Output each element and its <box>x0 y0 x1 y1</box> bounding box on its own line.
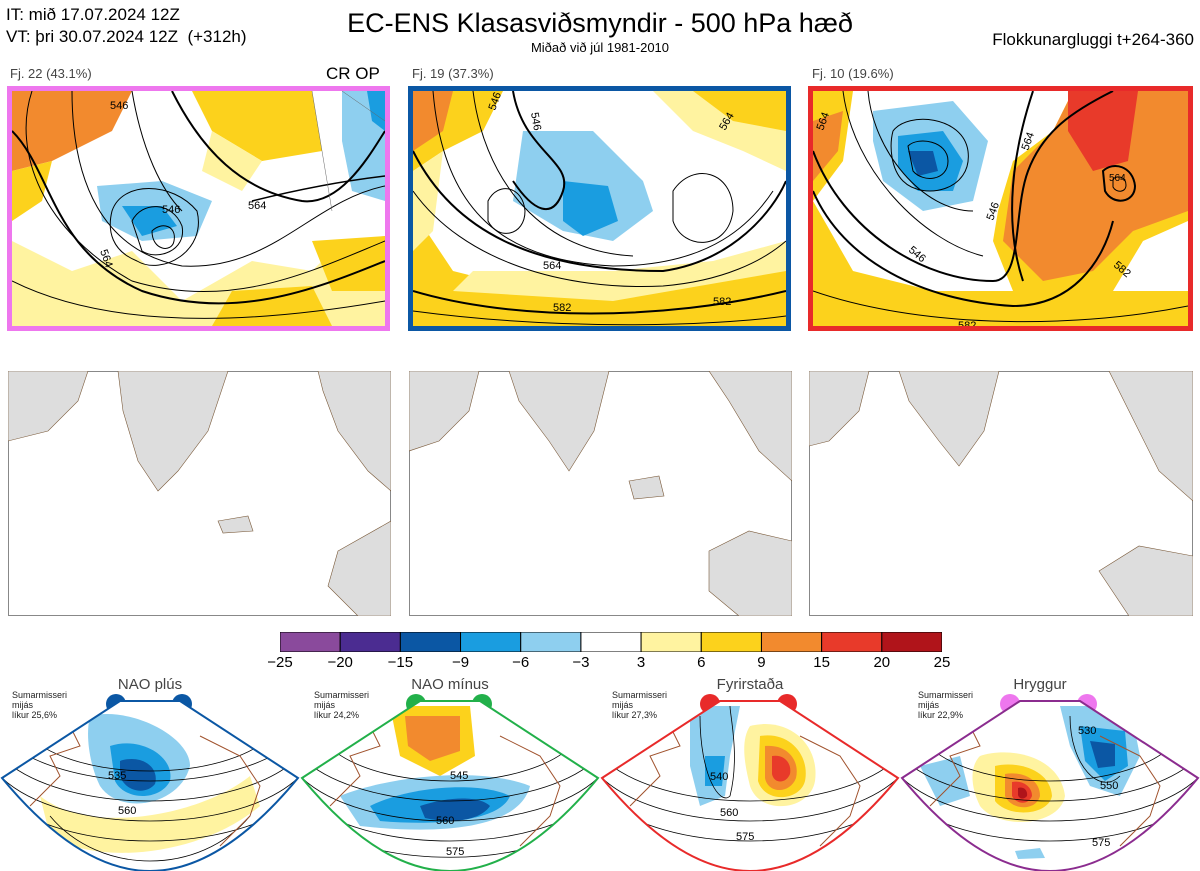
regime-info: Sumarmisseri mijás líkur 27,3% <box>612 690 668 720</box>
contour-label: 582 <box>553 302 571 314</box>
colorbar-swatch <box>520 631 582 653</box>
page-subtitle: Miðað við júl 1981-2010 <box>530 40 670 55</box>
contour-label: 575 <box>1092 837 1110 849</box>
regime-info: Sumarmisseri mijás líkur 24,2% <box>314 690 370 720</box>
empty-map-1 <box>8 371 391 616</box>
cluster-2-label: Fj. 19 (37.3%) <box>412 66 494 81</box>
colorbar-swatch <box>700 631 762 653</box>
contour-label: 560 <box>118 805 136 817</box>
colorbar-tick-label: 20 <box>873 654 891 671</box>
colorbar-swatch <box>279 631 341 653</box>
regime-row: NAO plús Sumarmisseri mijás líkur 25,6% 53… <box>0 676 1200 871</box>
contour-label: 575 <box>446 846 464 858</box>
contour-label: 546 <box>487 91 505 112</box>
colorbar <box>279 631 943 653</box>
contour-label: 564 <box>1020 131 1038 152</box>
colorbar-tick-labels: −25 −20 −15 −9 −6 −3 3 6 9 15 20 25 <box>260 654 962 674</box>
contour-label: 546 <box>162 204 180 216</box>
contour-label: 546 <box>110 100 128 112</box>
contour-label: 564 <box>543 260 561 272</box>
regime-title: NAO mínus <box>411 676 489 693</box>
contour-label: 575 <box>736 831 754 843</box>
cluster-2-map: 546 546 564 564 582 582 <box>408 86 791 331</box>
contour-label: 550 <box>1100 780 1118 792</box>
colorbar-tick-label: −20 <box>327 654 353 671</box>
contour-label: 545 <box>450 770 468 782</box>
regime-nao-plus: NAO plús Sumarmisseri mijás líkur 25,6% 53… <box>0 676 300 871</box>
cluster-3-label: Fj. 10 (19.6%) <box>812 66 894 81</box>
colorbar-swatch <box>580 631 642 653</box>
regime-title: Hryggur <box>1013 676 1067 693</box>
regime-info: Sumarmisseri mijás líkur 22,9% <box>918 690 974 720</box>
regime-info: Sumarmisseri mijás líkur 25,6% <box>12 690 68 720</box>
contour-label: 564 <box>1109 173 1126 184</box>
colorbar-swatch <box>339 631 401 653</box>
contour-label: 564 <box>97 248 115 269</box>
contour-label: 560 <box>720 807 738 819</box>
contour-label: 564 <box>815 111 833 132</box>
colorbar-swatch <box>760 631 823 653</box>
contour-label: 546 <box>528 111 543 131</box>
empty-map-2 <box>409 371 792 616</box>
colorbar-tick-label: 25 <box>933 654 951 671</box>
contour-label: 582 <box>958 320 976 326</box>
contour-label: 535 <box>108 770 126 782</box>
cluster-1-tag: CR OP <box>326 64 380 83</box>
regime-title: NAO plús <box>117 676 183 693</box>
colorbar-tick-label: −15 <box>387 654 414 671</box>
colorbar-tick-label: 6 <box>697 654 706 671</box>
regime-ridge: Hryggur Sumarmisseri mijás líkur 22,9% <box>900 676 1200 871</box>
colorbar-swatch <box>460 631 522 653</box>
contour-label: 582 <box>713 296 731 308</box>
contour-label: 560 <box>436 815 454 827</box>
regime-title: Fyrirstaða <box>716 676 784 693</box>
cluster-3-map: 564 546 564 546 564 582 582 <box>808 86 1193 331</box>
colorbar-tick-label: −25 <box>267 654 293 671</box>
cluster-1-label: Fj. 22 (43.1%) <box>10 66 92 81</box>
colorbar-tick-label: −3 <box>572 654 590 671</box>
cluster-1-map: 546 546 564 564 582 <box>7 86 390 331</box>
colorbar-swatch <box>640 631 702 653</box>
empty-map-3 <box>809 371 1193 616</box>
colorbar-tick-label: −9 <box>451 654 470 671</box>
contour-label: 540 <box>710 771 728 783</box>
colorbar-swatch <box>881 631 943 653</box>
colorbar-tick-label: −6 <box>512 654 530 671</box>
regime-blocking: Fyrirstaða Sumarmisseri mijás líkur 27,3% <box>600 676 900 871</box>
colorbar-swatch <box>821 631 883 653</box>
colorbar-swatch <box>399 631 462 653</box>
contour-label: 564 <box>248 200 266 212</box>
valid-time: VT: þri 30.07.2024 12Z (+312h) <box>6 27 247 46</box>
classification-window: Flokkunargluggi t+264-360 <box>992 30 1194 49</box>
regime-nao-minus: NAO mínus Sumarmisseri mijás líkur 24,2% <box>300 676 600 871</box>
colorbar-tick-label: 3 <box>636 654 646 671</box>
page-title: EC-ENS Klasasviðsmyndir - 500 hPa hæð <box>347 8 853 38</box>
colorbar-tick-label: 9 <box>757 654 766 671</box>
initial-time: IT: mið 17.07.2024 12Z <box>6 5 180 24</box>
colorbar-tick-label: 15 <box>813 654 830 671</box>
contour-label: 582 <box>280 325 298 326</box>
contour-label: 530 <box>1078 725 1096 737</box>
contour-label: 546 <box>985 201 1003 222</box>
header-left: IT: mið 17.07.2024 12Z VT: þri 30.07.202… <box>6 4 247 48</box>
